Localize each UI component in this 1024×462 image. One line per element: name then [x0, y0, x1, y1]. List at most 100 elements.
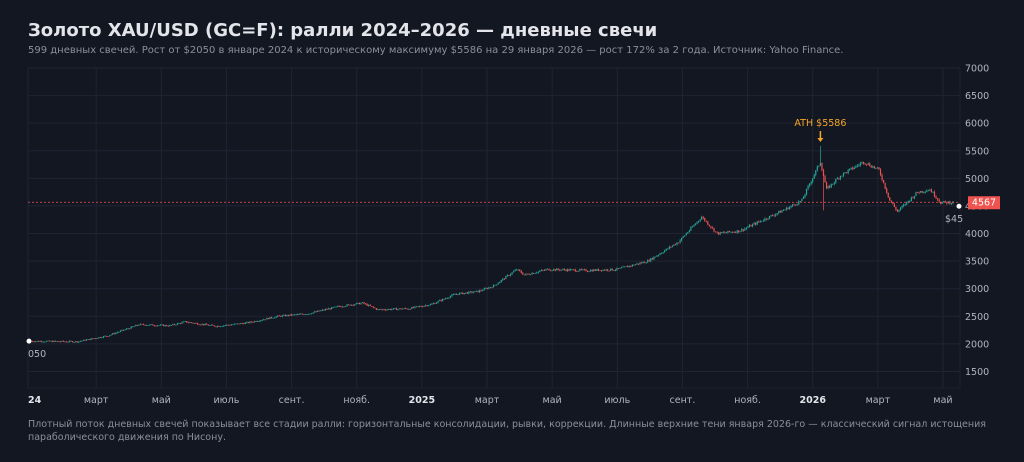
candle-body [869, 163, 871, 167]
candle-body [574, 269, 576, 272]
candle-body [96, 338, 98, 340]
candle-body [714, 231, 717, 233]
candle-body [246, 322, 248, 323]
start-price-marker [26, 338, 32, 344]
candle-body [244, 322, 246, 324]
candle-body [435, 302, 438, 304]
candle-body [772, 215, 774, 217]
candle-body [260, 320, 262, 322]
candle-body [233, 323, 236, 325]
candle-body [158, 325, 160, 327]
candle-body [517, 269, 519, 271]
candle-body [472, 292, 475, 293]
candle-body [528, 273, 530, 275]
candle-body [311, 313, 313, 315]
candle-body [445, 298, 447, 300]
candle-body [673, 244, 675, 246]
candle-body [801, 198, 803, 202]
candle-body [475, 290, 478, 292]
candle-body [707, 221, 709, 225]
candle-body [159, 324, 162, 326]
candle-body [793, 204, 795, 206]
candle-body [98, 337, 100, 339]
candle-body [257, 321, 259, 323]
y-tick-label: 5000 [965, 174, 989, 185]
candle-body [761, 221, 763, 222]
candle-body [237, 323, 239, 325]
candle-body [332, 307, 334, 309]
candle-body [428, 305, 430, 306]
candle-body [294, 314, 296, 316]
candle-body [401, 308, 404, 310]
candle-body [486, 288, 488, 290]
candle-body [210, 324, 212, 326]
x-tick-label: март [84, 395, 109, 406]
candle-body [755, 223, 757, 225]
candle-body [933, 191, 936, 197]
chart-footnote: Плотный поток дневных свечей показывает … [28, 419, 986, 443]
candle-body [603, 269, 606, 271]
candle-body [398, 308, 401, 310]
y-tick-label: 5500 [965, 146, 989, 157]
candle-body [716, 231, 718, 233]
candle-body [779, 211, 781, 213]
candle-body [821, 162, 823, 171]
candle-body [920, 191, 922, 193]
last-price-tag [968, 196, 1000, 210]
candle-body [784, 209, 786, 211]
candle-body [668, 246, 670, 249]
candle-body [696, 221, 698, 224]
candle-body [548, 268, 550, 271]
candle-body [913, 195, 916, 199]
candle-body [449, 296, 451, 298]
candle-body [176, 323, 179, 325]
candle-body [267, 317, 270, 320]
candle-body [665, 248, 667, 251]
y-tick-label: 6000 [965, 119, 989, 130]
candle-body [161, 324, 163, 326]
candle-body [203, 323, 205, 325]
candle-body [859, 163, 862, 166]
candle-body [693, 224, 695, 227]
candle-body [434, 303, 436, 305]
candle-body [277, 315, 279, 317]
candle-body [269, 317, 271, 320]
candle-body [170, 325, 172, 326]
candle-body [735, 232, 737, 233]
candle-body [383, 309, 385, 311]
candle-body [782, 210, 785, 211]
candle-body [724, 232, 726, 234]
x-tick-label: март [475, 395, 500, 406]
candle-body [492, 285, 495, 288]
candle-body [229, 324, 231, 326]
candle-body [300, 313, 302, 315]
end-price-label: $45 [945, 214, 963, 225]
candle-body [340, 306, 342, 308]
candle-body [788, 207, 791, 210]
candle-body [824, 175, 826, 183]
candle-body [172, 324, 174, 326]
plot-area [27, 67, 961, 389]
candle-body [44, 341, 46, 343]
candle-body [563, 269, 566, 271]
candle-body [745, 227, 747, 229]
candle-body [904, 204, 906, 206]
candle-body [759, 221, 761, 222]
candle-body [549, 270, 552, 272]
candle-body [634, 264, 636, 266]
candle-body [765, 218, 768, 220]
candle-body [391, 309, 393, 311]
candle-body [764, 218, 766, 221]
candle-body [664, 250, 666, 253]
candle-body [886, 188, 888, 193]
candle-body [506, 275, 509, 277]
candle-body [73, 342, 75, 343]
candle-body [940, 201, 942, 204]
candle-body [263, 319, 265, 321]
candle-body [804, 194, 806, 198]
candle-body [605, 269, 607, 271]
candle-body [181, 322, 183, 324]
candle-body [679, 240, 681, 243]
candle-body [654, 256, 657, 258]
candle-body [84, 339, 86, 341]
